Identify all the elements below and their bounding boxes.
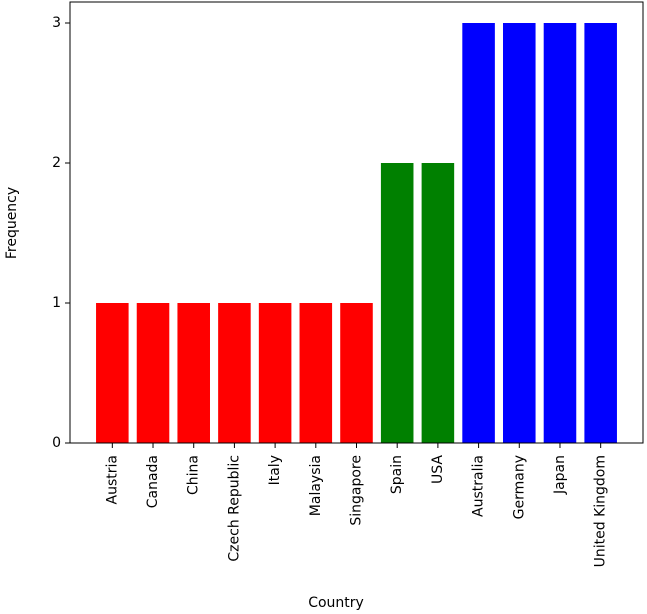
x-tick-label: Singapore bbox=[349, 455, 365, 526]
y-tick-label: 3 bbox=[52, 15, 61, 31]
x-tick-label: Australia bbox=[471, 455, 487, 517]
bar bbox=[299, 303, 333, 443]
y-axis-label: Frequency bbox=[4, 187, 20, 259]
bar bbox=[136, 303, 170, 443]
bar bbox=[340, 303, 373, 443]
bar bbox=[380, 163, 414, 443]
y-tick-label: 0 bbox=[52, 435, 61, 451]
x-axis-label: Country bbox=[308, 595, 364, 611]
x-tick-label: USA bbox=[430, 455, 446, 484]
x-tick-label: Canada bbox=[145, 455, 161, 508]
bar bbox=[421, 163, 455, 443]
bar bbox=[177, 303, 210, 443]
bar bbox=[543, 23, 577, 443]
x-tick-label: Italy bbox=[267, 455, 283, 485]
bar bbox=[258, 303, 292, 443]
x-tick-label: Czech Republic bbox=[226, 455, 242, 562]
plot-frame bbox=[69, 1, 644, 444]
x-tick-label: China bbox=[186, 455, 202, 495]
bar bbox=[218, 303, 251, 443]
x-tick-label: Spain bbox=[389, 455, 405, 494]
x-tick-label: Japan bbox=[552, 455, 568, 495]
x-tick-label: United Kingdom bbox=[593, 455, 609, 567]
x-tick-label: Germany bbox=[511, 455, 527, 519]
bar bbox=[96, 303, 129, 443]
bar bbox=[584, 23, 617, 443]
x-tick-label: Austria bbox=[104, 455, 120, 504]
y-tick-label: 1 bbox=[52, 295, 61, 311]
y-tick-label: 2 bbox=[52, 155, 61, 171]
bar bbox=[462, 23, 495, 443]
bar bbox=[503, 23, 536, 443]
x-tick-label: Malaysia bbox=[308, 455, 324, 516]
